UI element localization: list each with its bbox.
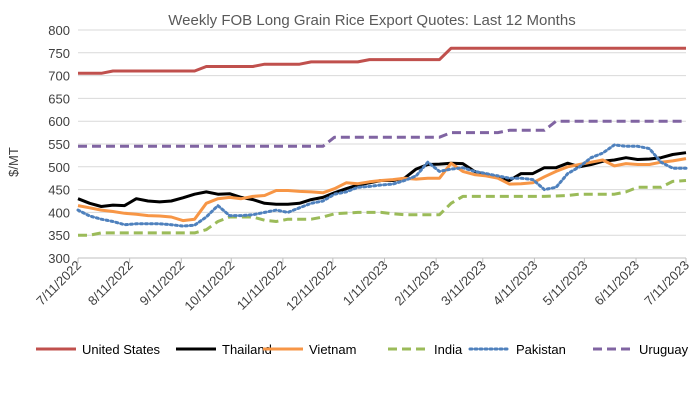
- legend-label: United States: [82, 342, 161, 357]
- y-tick-label: 500: [48, 160, 70, 175]
- series-line-uruguay: [78, 119, 686, 148]
- x-tick-label: 2/11/2023: [391, 258, 442, 309]
- x-tick-label: 8/11/2022: [85, 258, 136, 309]
- legend-label: Uruguay: [639, 342, 689, 357]
- y-tick-label: 700: [48, 69, 70, 84]
- series-line-united-states: [78, 46, 686, 75]
- series-line-india: [78, 179, 687, 237]
- x-tick-label: 3/11/2023: [438, 258, 489, 309]
- legend: United States Thailand Vietnam India Pakista…: [36, 342, 689, 357]
- x-tick-label: 9/11/2022: [137, 258, 188, 309]
- legend-label: Pakistan: [516, 342, 566, 357]
- chart-title: Weekly FOB Long Grain Rice Export Quotes…: [168, 12, 575, 29]
- legend-label: Thailand: [222, 342, 272, 357]
- grid-lines: [78, 29, 686, 259]
- x-tick-label: 12/11/2022: [283, 258, 339, 314]
- x-axis: 7/11/2022 8/11/2022 9/11/202210/11/202211/…: [33, 257, 692, 314]
- x-tick-label: 7/11/2023: [641, 258, 692, 309]
- y-tick-label: 650: [48, 91, 70, 106]
- y-tick-label: 300: [48, 251, 70, 266]
- series-line-pakistan: [76, 143, 688, 228]
- series-lines: [76, 46, 688, 237]
- x-tick-label: 1/11/2023: [340, 258, 391, 309]
- x-tick-label: 5/11/2023: [540, 258, 591, 309]
- x-tick-label: 10/11/2022: [181, 258, 237, 314]
- x-tick-label: 11/11/2022: [234, 258, 289, 313]
- y-tick-label: 600: [48, 114, 70, 129]
- y-axis-label: $/MT: [6, 147, 21, 177]
- x-tick-label: 6/11/2023: [591, 258, 642, 309]
- legend-label: India: [434, 342, 463, 357]
- y-tick-label: 400: [48, 205, 70, 220]
- y-axis: 300 350 400 450 500 550 600 650 700 750 800: [48, 23, 70, 266]
- y-tick-label: 450: [48, 183, 70, 198]
- y-tick-label: 800: [48, 23, 70, 38]
- x-tick-label: 4/11/2023: [490, 258, 541, 309]
- y-tick-label: 550: [48, 137, 70, 152]
- legend-label: Vietnam: [309, 342, 356, 357]
- y-tick-label: 750: [48, 46, 70, 61]
- y-tick-label: 350: [48, 228, 70, 243]
